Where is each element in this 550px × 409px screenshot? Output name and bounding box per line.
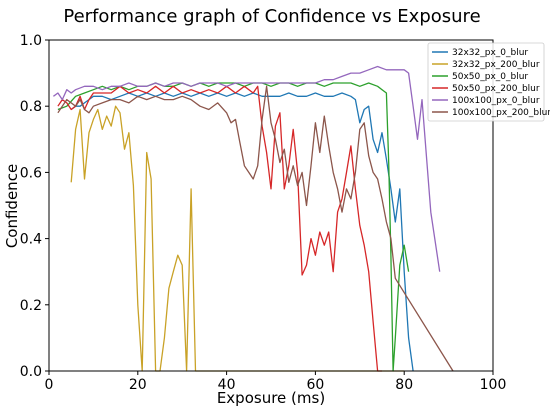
y-tick-label: 0.6 [20,165,42,181]
series-line-32x32_px_0_blur [70,92,414,372]
y-tick-label: 0.2 [20,298,42,314]
legend-entry: 50x50_px_200_blur [452,84,540,94]
chart-title: Performance graph of Confidence vs Expos… [63,6,480,27]
series-line-32x32_px_200_blur [70,105,405,372]
y-tick-label: 0.8 [20,99,42,115]
y-tick-label: 0.4 [20,232,42,248]
series-line-100x100_px_0_blur [53,65,441,272]
legend-entry: 100x100_px_0_blur [452,96,540,106]
axis-ticks: 0 20 40 60 80 100 0.0 0.2 0.4 0.6 0.8 1.0 [20,33,507,393]
series-lines [53,65,454,372]
y-tick-label: 0.0 [20,364,42,380]
legend-entry: 100x100_px_200_blur [452,108,550,118]
legend-entry: 32x32_px_200_blur [452,60,540,70]
legend-entry: 32x32_px_0_blur [452,48,528,58]
x-tick-label: 60 [306,377,324,393]
x-tick-label: 20 [129,377,147,393]
x-tick-label: 40 [218,377,236,393]
x-tick-label: 80 [395,377,413,393]
x-tick-label: 100 [480,377,507,393]
y-tick-label: 1.0 [20,33,42,49]
legend-entry: 50x50_px_0_blur [452,72,528,82]
series-line-50x50_px_200_blur [57,85,382,372]
series-line-100x100_px_200_blur [57,85,454,372]
plot-area-frame [48,39,494,372]
legend: 32x32_px_0_blur 32x32_px_200_blur 50x50_px… [427,42,550,122]
series-line-50x50_px_0_blur [57,82,410,372]
legend-box [427,42,545,122]
y-axis-label: Confidence [3,164,21,248]
x-axis-label: Exposure (ms) [217,389,325,407]
x-tick-label: 0 [45,377,54,393]
